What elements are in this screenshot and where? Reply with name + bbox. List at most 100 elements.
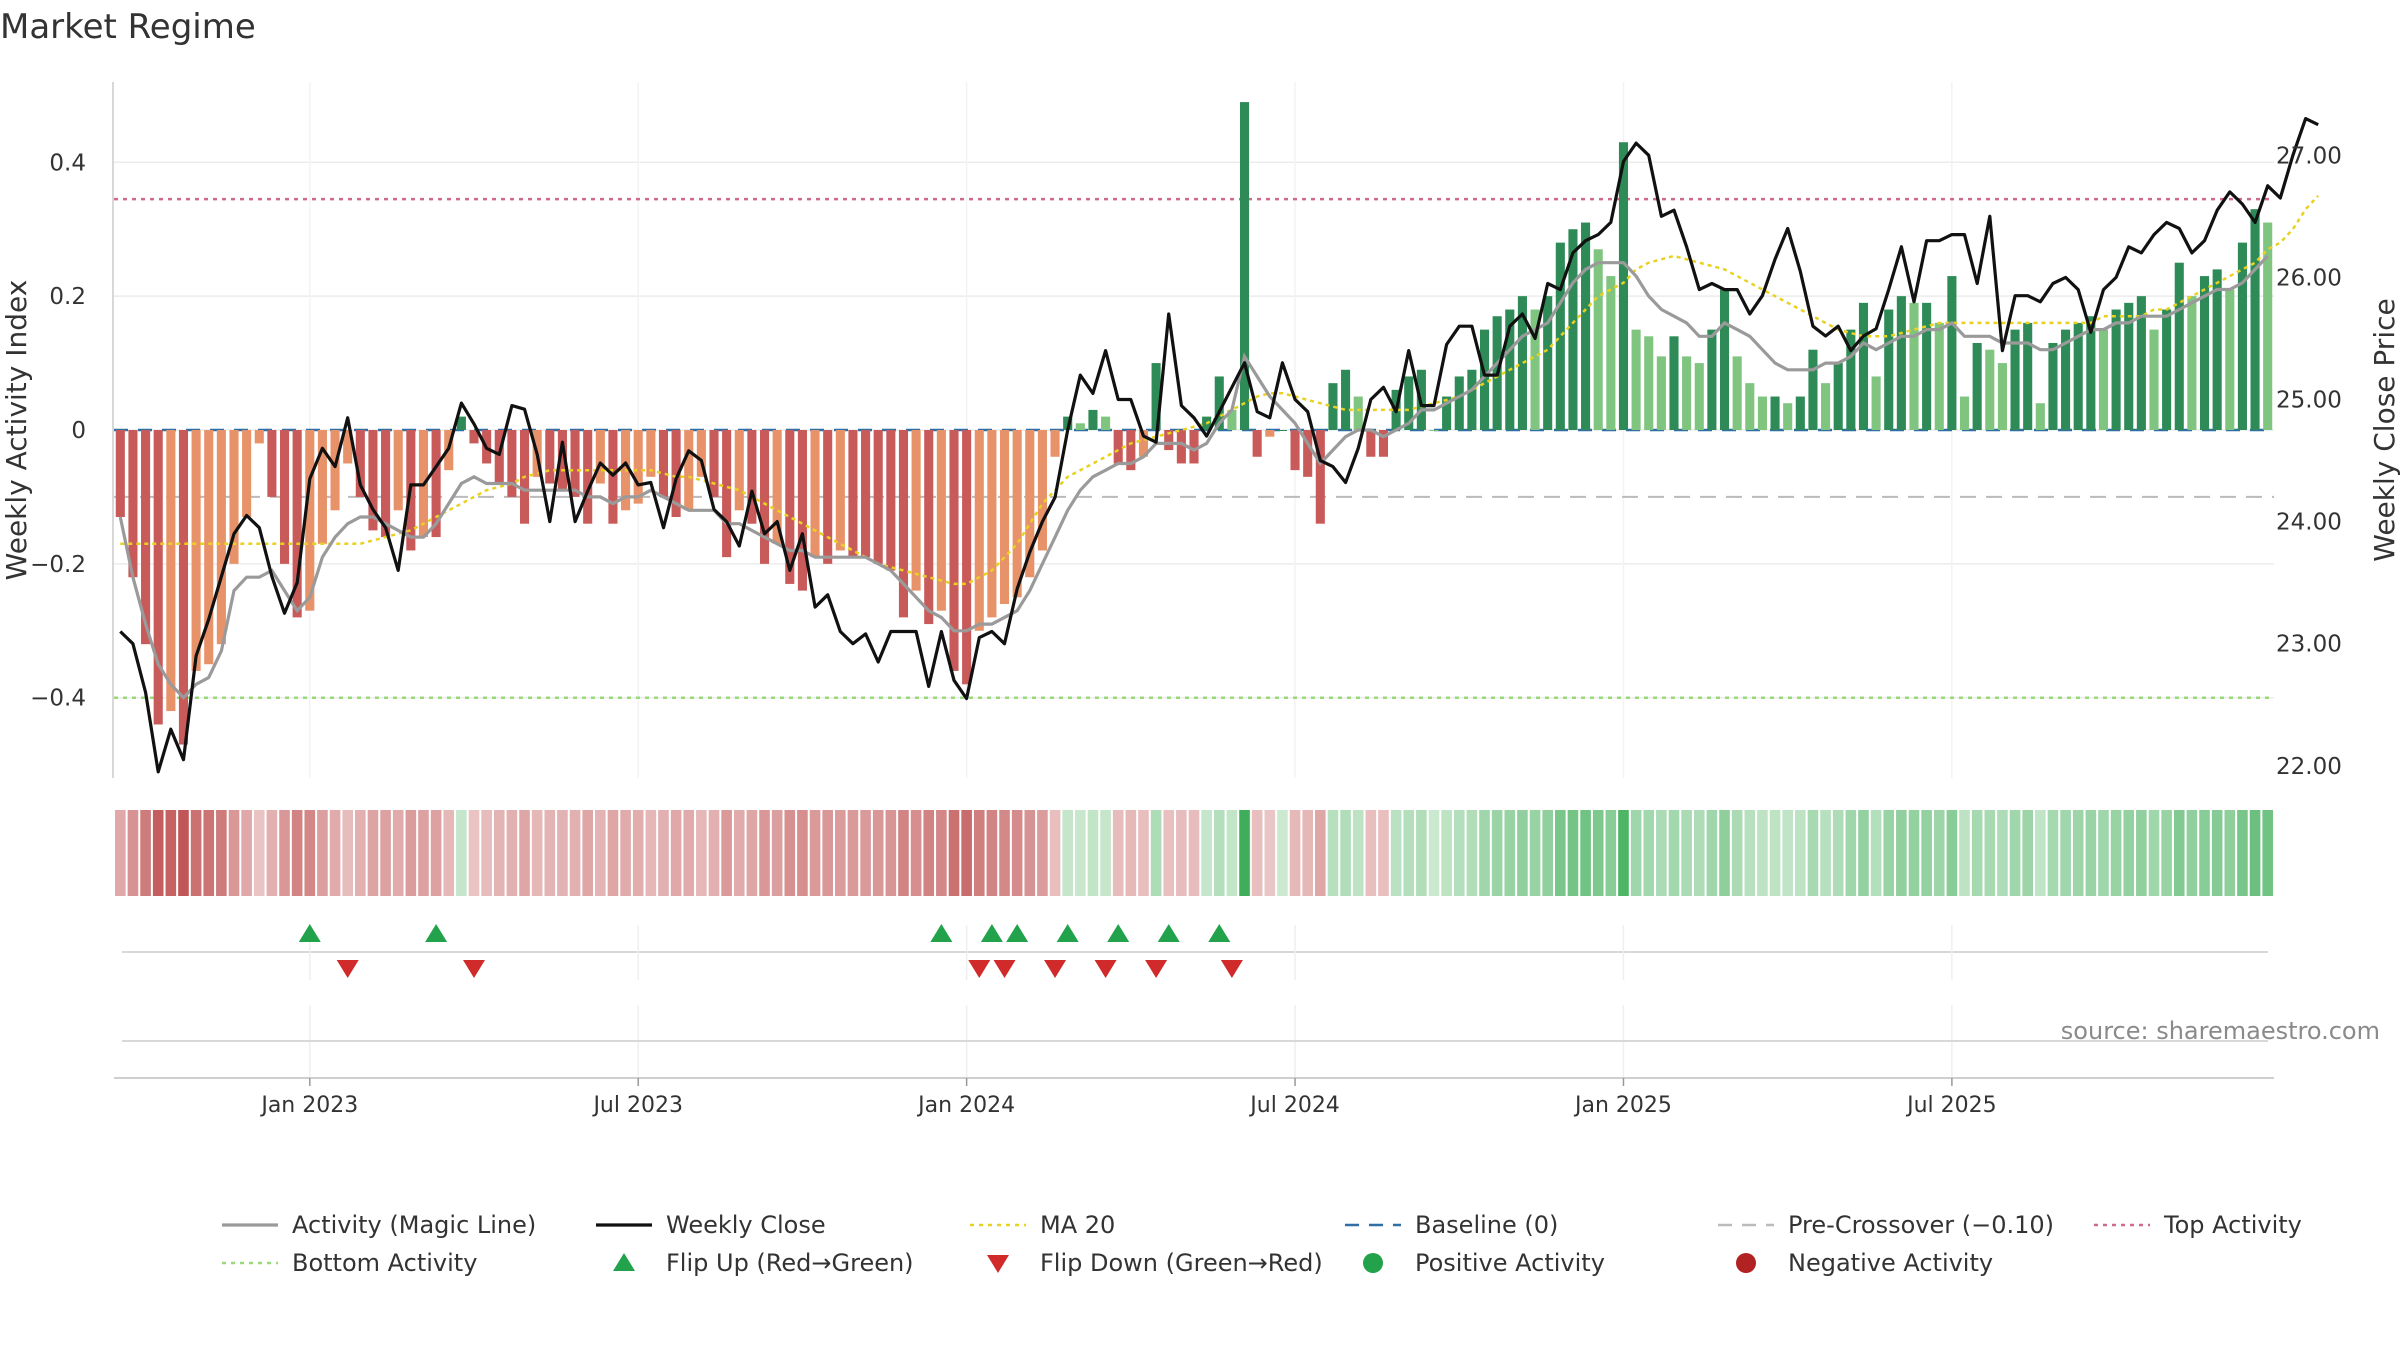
activity-bar xyxy=(1088,409,1098,430)
activity-bar xyxy=(646,430,656,477)
heat-cell xyxy=(2072,810,2084,896)
activity-bar xyxy=(1694,363,1704,430)
heat-cell xyxy=(544,810,556,896)
activity-bar xyxy=(1113,430,1123,464)
activity-bar xyxy=(709,430,719,497)
heat-cell xyxy=(1858,810,1869,896)
activity-bar xyxy=(292,430,302,618)
activity-bar xyxy=(545,430,555,484)
legend-label: Top Activity xyxy=(2163,1211,2302,1239)
heat-cell xyxy=(1416,810,1427,896)
heat-cell xyxy=(279,810,290,896)
heat-cell xyxy=(2009,810,2021,896)
heat-cell xyxy=(696,810,707,896)
heat-cell xyxy=(973,810,985,896)
heat-cell xyxy=(506,810,518,896)
heat-cell xyxy=(317,810,328,896)
flip-down-marker xyxy=(463,960,485,978)
heat-cell xyxy=(2136,810,2147,896)
legend-swatch xyxy=(613,1253,635,1271)
heat-cell xyxy=(1529,810,1541,896)
activity-bar xyxy=(2174,262,2184,430)
heat-cell xyxy=(2110,810,2122,896)
heat-cell xyxy=(203,810,215,896)
heat-cell xyxy=(380,810,391,896)
activity-bar xyxy=(1138,430,1149,457)
activity-bar xyxy=(2035,403,2045,430)
activity-bar xyxy=(2237,242,2247,430)
heat-cell xyxy=(1820,810,1831,896)
heat-cell xyxy=(2237,810,2248,896)
legend-label: Baseline (0) xyxy=(1415,1211,1558,1239)
heat-cell xyxy=(557,810,568,896)
activity-bar xyxy=(1606,276,1616,430)
left-tick-label: 0.2 xyxy=(49,284,86,310)
left-axis-ticks: 0.4 0.2 0 −0.2 −0.4 xyxy=(30,150,86,711)
activity-bar xyxy=(2199,276,2210,430)
heat-cell xyxy=(1125,810,1137,896)
heat-cell xyxy=(986,810,998,896)
heat-cell xyxy=(708,810,720,896)
heat-cell xyxy=(1453,810,1465,896)
ma20-line xyxy=(120,194,2320,586)
heat-cell xyxy=(683,810,695,896)
heat-cell xyxy=(885,810,897,896)
activity-bars xyxy=(115,102,2273,745)
heat-cell xyxy=(430,810,442,896)
activity-bar xyxy=(1669,336,1679,430)
heat-cell xyxy=(253,810,265,896)
heat-cell xyxy=(733,810,745,896)
heat-cell xyxy=(797,810,808,896)
heat-cell xyxy=(1643,810,1655,896)
heat-cell xyxy=(1580,810,1591,896)
flip-up-marker xyxy=(1208,924,1231,942)
legend-item: Positive Activity xyxy=(1363,1249,1605,1277)
activity-bar xyxy=(507,430,517,497)
activity-bar xyxy=(1012,430,1022,598)
flip-markers-panel xyxy=(122,924,2268,980)
activity-bar xyxy=(393,430,403,511)
activity-bar xyxy=(861,430,871,558)
chart-title: Market Regime xyxy=(0,7,256,47)
legend-item: Baseline (0) xyxy=(1345,1211,1558,1239)
heat-cell xyxy=(2085,810,2097,896)
activity-bar xyxy=(1037,430,1047,551)
activity-bar xyxy=(1846,329,1856,430)
activity-bar xyxy=(1101,416,1111,430)
legend-label: Negative Activity xyxy=(1788,1249,1993,1277)
x-tick-label: Jul 2023 xyxy=(591,1093,683,1118)
heat-cell xyxy=(152,810,164,896)
heat-cell xyxy=(1807,810,1819,896)
activity-bar xyxy=(1025,430,1035,578)
activity-bar xyxy=(633,430,643,504)
activity-bar xyxy=(557,430,567,491)
heat-cell xyxy=(443,810,455,896)
heat-cell xyxy=(2161,810,2172,896)
heat-cell xyxy=(456,810,467,896)
left-tick-label: −0.2 xyxy=(30,552,86,578)
activity-bar xyxy=(381,430,391,538)
heat-cell xyxy=(2211,810,2223,896)
heat-cell xyxy=(1997,810,2008,896)
flip-down-marker xyxy=(1220,960,1243,978)
activity-bar xyxy=(2023,322,2033,430)
right-tick-label: 24.00 xyxy=(2276,510,2342,536)
activity-bar xyxy=(191,430,201,671)
activity-bar xyxy=(974,430,984,631)
activity-bar xyxy=(1530,309,1540,430)
heat-cell xyxy=(1984,810,1996,896)
heat-cell xyxy=(481,810,492,896)
heat-cell xyxy=(304,810,316,896)
activity-bar xyxy=(229,430,239,564)
heat-cell xyxy=(1933,810,1945,896)
heat-cell xyxy=(228,810,240,896)
activity-bar xyxy=(1682,356,1692,430)
activity-bar xyxy=(1656,356,1666,430)
heat-cell xyxy=(1378,810,1389,896)
heat-cell xyxy=(1592,810,1604,896)
heat-cell xyxy=(1921,810,1932,896)
activity-bar xyxy=(1896,296,1906,430)
heat-cell xyxy=(291,810,303,896)
heat-cell xyxy=(418,810,429,896)
heat-cell xyxy=(582,810,593,896)
